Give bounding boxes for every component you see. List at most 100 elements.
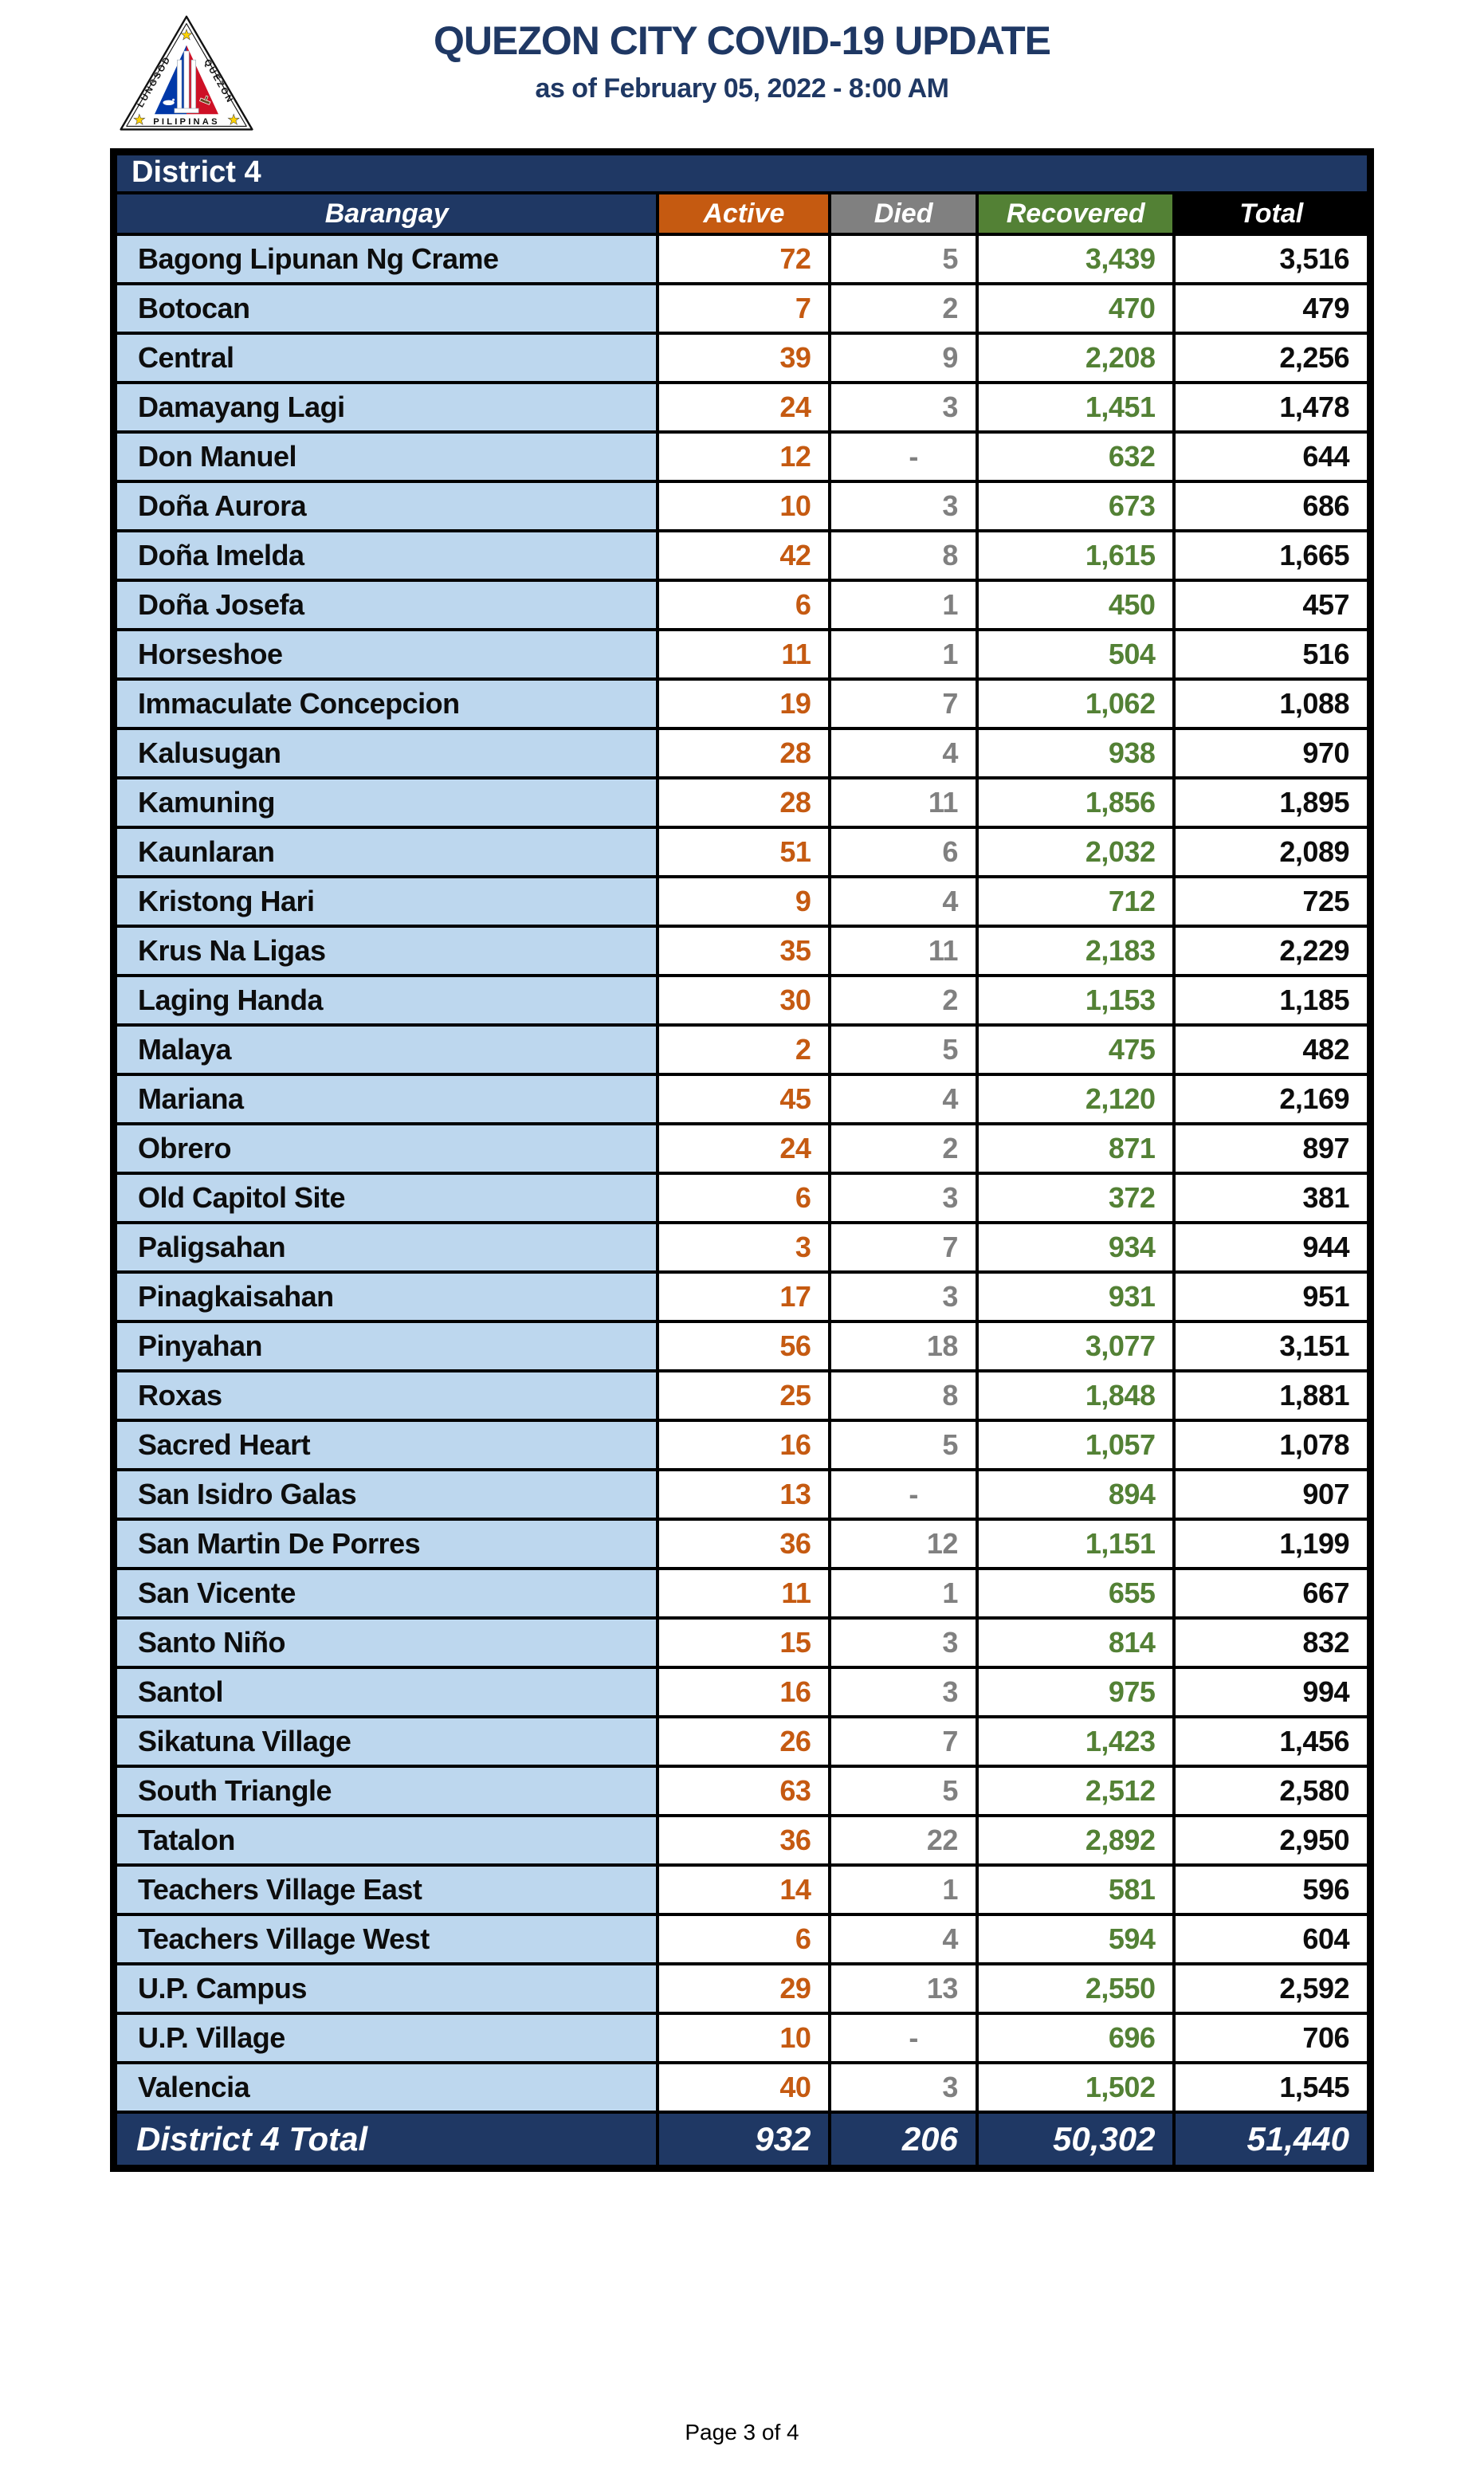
- column-header-recovered: Recovered: [975, 191, 1176, 236]
- table-row: Teachers Village East 14 1 581 596: [112, 1863, 1372, 1916]
- active-count: 10: [656, 2012, 832, 2064]
- active-count: 19: [656, 677, 832, 730]
- header-titles: QUEZON CITY COVID-19 UPDATE as of Februa…: [0, 18, 1484, 104]
- died-count: 3: [828, 1172, 979, 1224]
- total-count: 596: [1172, 1863, 1372, 1916]
- recovered-count: 938: [975, 727, 1176, 779]
- barangay-name: San Martin De Porres: [112, 1518, 660, 1570]
- recovered-count: 1,848: [975, 1369, 1176, 1422]
- total-count: 1,665: [1172, 529, 1372, 582]
- recovered-count: 581: [975, 1863, 1176, 1916]
- column-header-died: Died: [828, 191, 979, 236]
- total-count: 1,545: [1172, 2061, 1372, 2114]
- page-subtitle: as of February 05, 2022 - 8:00 AM: [535, 73, 949, 104]
- active-count: 16: [656, 1419, 832, 1471]
- barangay-name: San Isidro Galas: [112, 1468, 660, 1521]
- total-count: 2,580: [1172, 1765, 1372, 1817]
- barangay-name: Horseshoe: [112, 628, 660, 681]
- quezon-city-seal-logo: LUNGSOD QUEZON PILIPINAS: [116, 11, 257, 135]
- died-count: 4: [828, 727, 979, 779]
- died-count: 5: [828, 233, 979, 285]
- barangay-name: Malaya: [112, 1023, 660, 1076]
- died-count: 5: [828, 1419, 979, 1471]
- table-row: U.P. Village 10 - 696 706: [112, 2012, 1372, 2064]
- recovered-count: 1,502: [975, 2061, 1176, 2114]
- died-count: 18: [828, 1320, 979, 1372]
- active-count: 6: [656, 1913, 832, 1965]
- died-count: 9: [828, 332, 979, 384]
- recovered-count: 1,151: [975, 1518, 1176, 1570]
- died-count: 5: [828, 1765, 979, 1817]
- active-count: 17: [656, 1270, 832, 1323]
- quezon-memorial-icon: [174, 50, 199, 113]
- active-count: 29: [656, 1962, 832, 2015]
- barangay-name: Teachers Village West: [112, 1913, 660, 1965]
- recovered-count: 470: [975, 282, 1176, 335]
- barangay-name: San Vicente: [112, 1567, 660, 1620]
- barangay-name: Kristong Hari: [112, 875, 660, 928]
- died-count: 7: [828, 1715, 979, 1768]
- table-row: Doña Imelda 42 8 1,615 1,665: [112, 529, 1372, 582]
- active-count: 72: [656, 233, 832, 285]
- recovered-count: 814: [975, 1616, 1176, 1669]
- recovered-count: 475: [975, 1023, 1176, 1076]
- barangay-name: Central: [112, 332, 660, 384]
- died-count: 5: [828, 1023, 979, 1076]
- active-count: 16: [656, 1666, 832, 1718]
- total-count: 686: [1172, 480, 1372, 532]
- table-row: Roxas 25 8 1,848 1,881: [112, 1369, 1372, 1422]
- recovered-count: 1,057: [975, 1419, 1176, 1471]
- active-count: 28: [656, 776, 832, 829]
- table-row: San Isidro Galas 13 - 894 907: [112, 1468, 1372, 1521]
- died-count: 7: [828, 677, 979, 730]
- table-row: San Vicente 11 1 655 667: [112, 1567, 1372, 1620]
- died-count: 1: [828, 1863, 979, 1916]
- table-row: Immaculate Concepcion 19 7 1,062 1,088: [112, 677, 1372, 730]
- total-count: 907: [1172, 1468, 1372, 1521]
- barangay-name: South Triangle: [112, 1765, 660, 1817]
- active-count: 15: [656, 1616, 832, 1669]
- active-count: 39: [656, 332, 832, 384]
- died-count: 3: [828, 1270, 979, 1323]
- active-count: 24: [656, 381, 832, 434]
- recovered-count: 696: [975, 2012, 1176, 2064]
- table-row: U.P. Campus 29 13 2,550 2,592: [112, 1962, 1372, 2015]
- active-count: 9: [656, 875, 832, 928]
- table-row: Central 39 9 2,208 2,256: [112, 332, 1372, 384]
- barangay-name: Don Manuel: [112, 430, 660, 483]
- table-row: Bagong Lipunan Ng Crame 72 5 3,439 3,516: [112, 233, 1372, 285]
- total-count: 2,256: [1172, 332, 1372, 384]
- recovered-count: 2,208: [975, 332, 1176, 384]
- recovered-count: 975: [975, 1666, 1176, 1718]
- died-count: 4: [828, 875, 979, 928]
- barangay-name: Paligsahan: [112, 1221, 660, 1274]
- district-total-active: 932: [656, 2111, 832, 2170]
- column-header-barangay: Barangay: [112, 191, 660, 236]
- died-count: 7: [828, 1221, 979, 1274]
- total-count: 897: [1172, 1122, 1372, 1175]
- died-count: 22: [828, 1814, 979, 1867]
- total-count: 479: [1172, 282, 1372, 335]
- recovered-count: 504: [975, 628, 1176, 681]
- table-row: Horseshoe 11 1 504 516: [112, 628, 1372, 681]
- died-count: 11: [828, 925, 979, 977]
- barangay-name: Pinyahan: [112, 1320, 660, 1372]
- barangay-name: Roxas: [112, 1369, 660, 1422]
- report-body: District 4 Barangay Active Died Recovere…: [0, 148, 1484, 2172]
- total-count: 1,456: [1172, 1715, 1372, 1768]
- district4-covid-table: District 4 Barangay Active Died Recovere…: [110, 148, 1374, 2172]
- barangay-name: Pinagkaisahan: [112, 1270, 660, 1323]
- died-count: -: [828, 430, 979, 483]
- active-count: 6: [656, 579, 832, 631]
- died-count: 12: [828, 1518, 979, 1570]
- recovered-count: 931: [975, 1270, 1176, 1323]
- table-row: Kamuning 28 11 1,856 1,895: [112, 776, 1372, 829]
- barangay-name: Kamuning: [112, 776, 660, 829]
- recovered-count: 934: [975, 1221, 1176, 1274]
- recovered-count: 2,032: [975, 826, 1176, 878]
- died-count: -: [828, 2012, 979, 2064]
- died-count: 1: [828, 1567, 979, 1620]
- total-count: 644: [1172, 430, 1372, 483]
- total-count: 706: [1172, 2012, 1372, 2064]
- table-row: Damayang Lagi 24 3 1,451 1,478: [112, 381, 1372, 434]
